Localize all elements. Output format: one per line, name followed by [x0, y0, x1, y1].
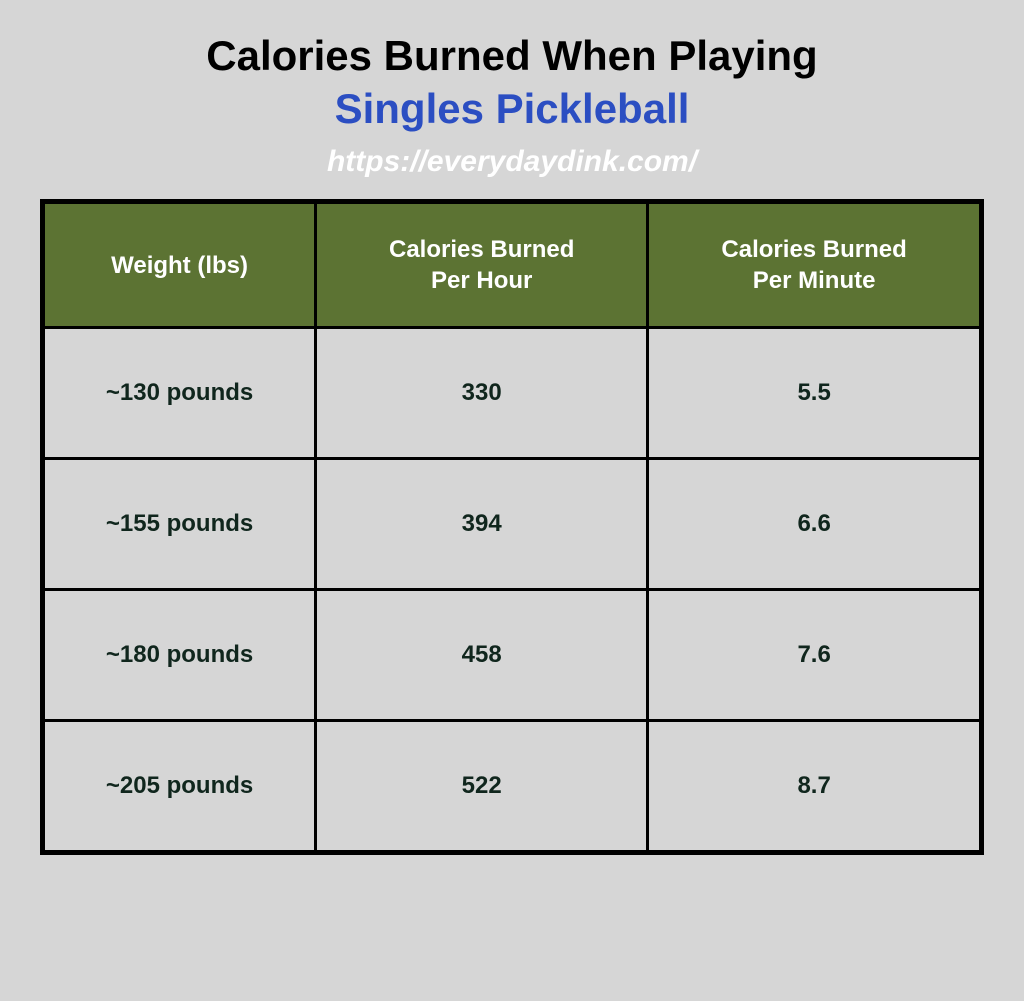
col-header-per-hour: Calories Burned Per Hour	[316, 202, 648, 328]
cell-weight: ~130 pounds	[43, 328, 316, 459]
cell-weight: ~180 pounds	[43, 590, 316, 721]
col-header-per-hour-l1: Calories Burned	[389, 236, 574, 263]
table-row: ~130 pounds 330 5.5	[43, 328, 982, 459]
col-header-per-minute-l2: Per Minute	[753, 267, 876, 294]
col-header-weight: Weight (lbs)	[43, 202, 316, 328]
cell-weight: ~155 pounds	[43, 459, 316, 590]
cell-per-hour: 458	[316, 590, 648, 721]
title-line2: Singles Pickleball	[40, 83, 984, 136]
source-url: https://everydaydink.com/	[40, 145, 984, 179]
table-header-row: Weight (lbs) Calories Burned Per Hour Cal…	[43, 202, 982, 328]
col-header-per-hour-l2: Per Hour	[431, 267, 532, 294]
cell-per-minute: 7.6	[648, 590, 982, 721]
table-row: ~155 pounds 394 6.6	[43, 459, 982, 590]
table-row: ~205 pounds 522 8.7	[43, 721, 982, 853]
cell-per-minute: 6.6	[648, 459, 982, 590]
cell-per-hour: 394	[316, 459, 648, 590]
title-block: Calories Burned When Playing Singles Pic…	[40, 30, 984, 179]
cell-per-minute: 8.7	[648, 721, 982, 853]
table-row: ~180 pounds 458 7.6	[43, 590, 982, 721]
col-header-per-minute-l1: Calories Burned	[721, 236, 906, 263]
cell-per-hour: 330	[316, 328, 648, 459]
cell-per-hour: 522	[316, 721, 648, 853]
cell-per-minute: 5.5	[648, 328, 982, 459]
title-line1: Calories Burned When Playing	[40, 30, 984, 83]
calories-table: Weight (lbs) Calories Burned Per Hour Cal…	[40, 199, 984, 855]
infographic-container: Calories Burned When Playing Singles Pic…	[0, 0, 1024, 895]
col-header-per-minute: Calories Burned Per Minute	[648, 202, 982, 328]
cell-weight: ~205 pounds	[43, 721, 316, 853]
